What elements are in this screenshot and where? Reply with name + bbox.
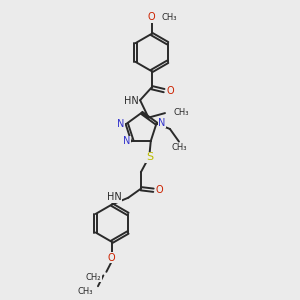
- Text: CH₃: CH₃: [161, 13, 177, 22]
- Text: O: O: [147, 12, 155, 22]
- Text: HN: HN: [124, 96, 139, 106]
- Text: CH₃: CH₃: [78, 287, 93, 296]
- Text: N: N: [117, 118, 124, 129]
- Text: N: N: [158, 118, 166, 128]
- Text: S: S: [146, 152, 153, 162]
- Text: O: O: [166, 85, 174, 96]
- Text: CH₃: CH₃: [172, 143, 187, 152]
- Text: CH₃: CH₃: [173, 108, 189, 117]
- Text: N: N: [123, 136, 130, 146]
- Text: O: O: [156, 185, 163, 195]
- Text: CH₂: CH₂: [86, 273, 101, 282]
- Text: HN: HN: [107, 192, 122, 202]
- Text: O: O: [108, 253, 116, 263]
